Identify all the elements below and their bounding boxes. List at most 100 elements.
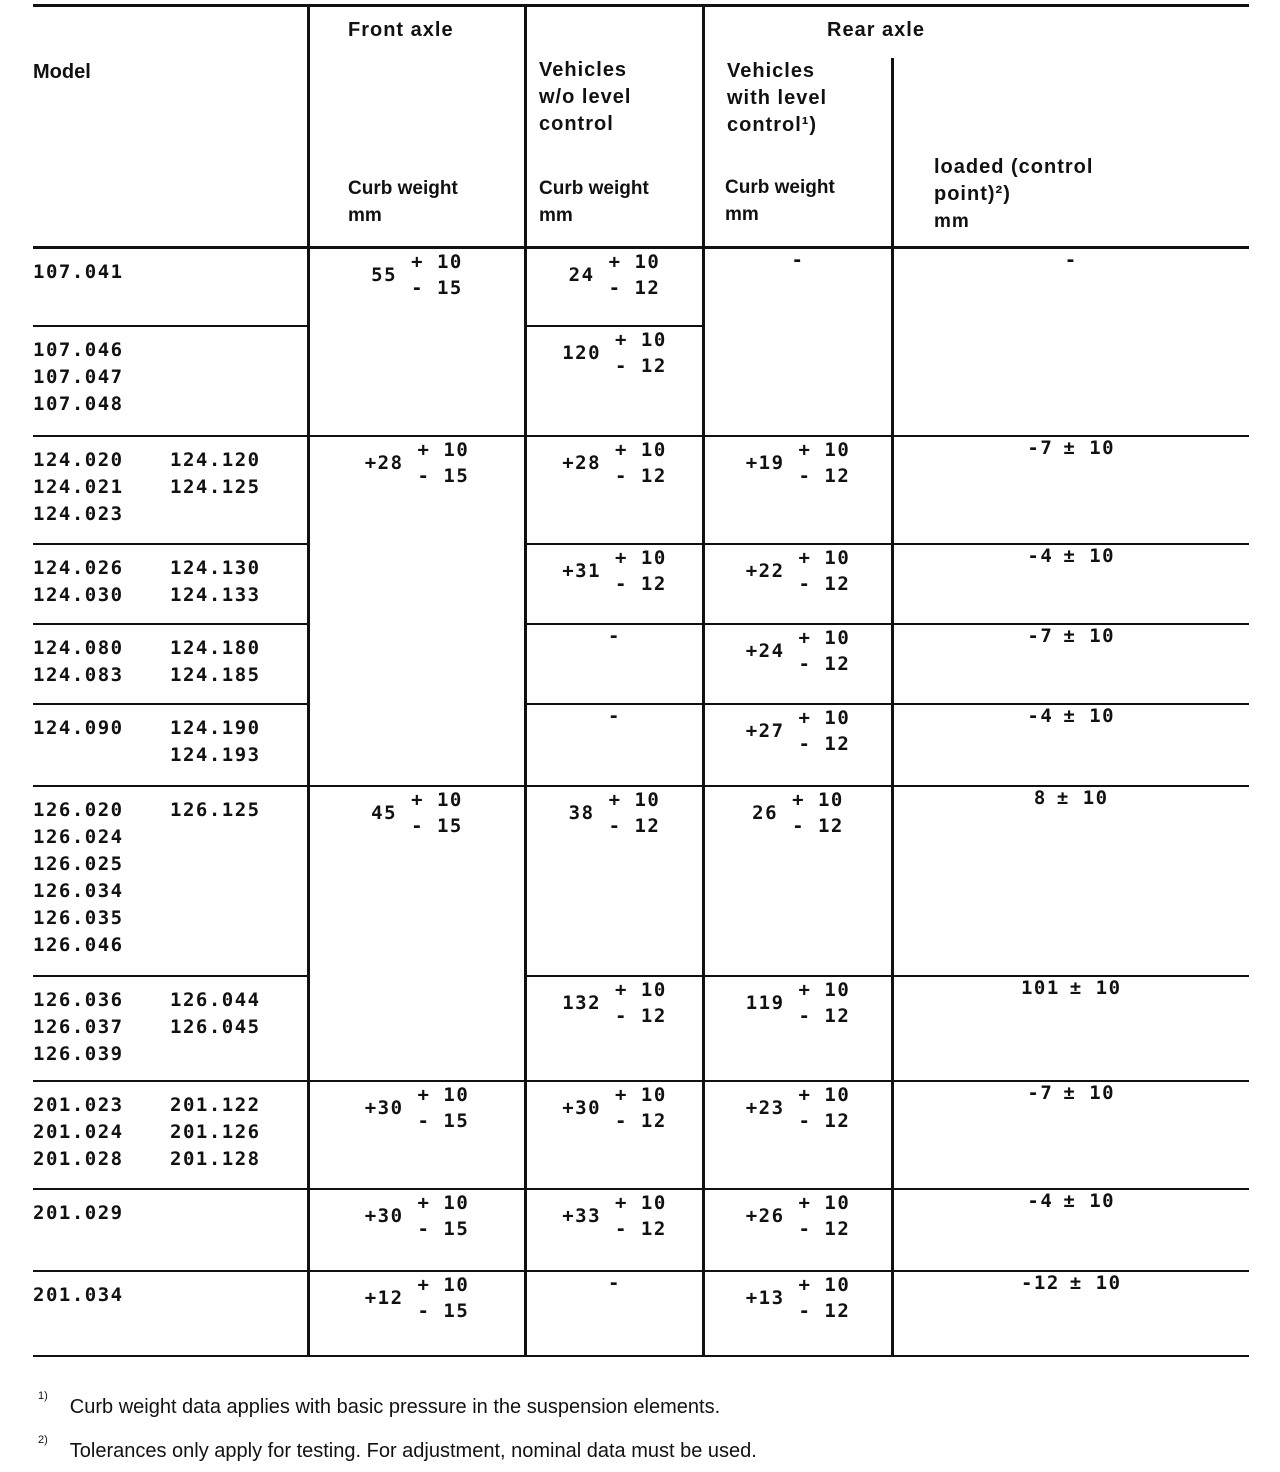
with-cell: 119 + 10 - 12 [703, 975, 894, 1082]
front-cell-nominal: 55 [371, 264, 398, 286]
tolerance-plus: + 10 [615, 438, 667, 461]
model-number: 124.030 [33, 583, 124, 606]
wo-cell: 120 + 10 - 12 [525, 325, 705, 437]
tolerance-plus-minus: ± 10 [1063, 1189, 1116, 1212]
cell-value: 101 ± 10 [894, 977, 1249, 999]
tolerance-plus: + 10 [417, 1083, 470, 1106]
front-cell: +30 + 10 - 15 [308, 1080, 527, 1190]
model-list: 107.041 [33, 249, 307, 286]
tolerance-plus: + 10 [798, 1273, 851, 1296]
header-with-level: Vehicles with level control¹) Curb weigh… [703, 57, 894, 249]
wo-cell: - [525, 623, 705, 705]
tolerance: + 10 - 15 [411, 787, 463, 839]
with-cell: - [703, 247, 894, 437]
tolerance-plus: + 10 [411, 251, 463, 273]
with-cell: +26 + 10 - 12 [703, 1188, 894, 1272]
with-cell: +22 + 10 - 12 [703, 543, 894, 625]
loaded-cell: -7 ± 10 [892, 435, 1249, 545]
front-cell-nominal: +30 [364, 1204, 404, 1227]
cell-value: - [527, 1272, 702, 1294]
with-cell-nominal: +27 [745, 719, 785, 742]
model-heading: Model [33, 61, 91, 83]
tolerance: + 10 - 12 [609, 787, 661, 839]
wo-cell: 24 + 10 - 12 [525, 247, 705, 327]
model-column: 126.125 [170, 797, 307, 959]
model-number: 126.037 [33, 1015, 124, 1038]
model-cell: 126.020 126.024 126.025 126.034 126.035 126.0… [33, 785, 310, 977]
table-row: 201.023 201.024 201.028 201.122 201.126 201.1… [33, 1080, 1249, 1190]
model-list: 124.020 124.021 124.023 124.120 124.125 [33, 437, 307, 528]
tolerance-plus: + 10 [417, 1191, 470, 1214]
model-number: 201.122 [170, 1093, 261, 1116]
cell-value: 8 ± 10 [894, 787, 1249, 809]
model-number: 124.120 [170, 448, 261, 471]
front-cell-nominal: 45 [371, 801, 398, 824]
tolerance: + 10 - 15 [418, 1082, 470, 1134]
model-cell: 124.020 124.021 124.023 124.120 124.125 [33, 435, 310, 545]
model-number: 124.125 [170, 475, 261, 498]
cell-value: +30 + 10 - 15 [310, 1190, 524, 1242]
loaded-cell: -4 ± 10 [892, 1188, 1249, 1272]
table-row: 126.020 126.024 126.025 126.034 126.035 126.0… [33, 785, 1249, 1082]
tolerance-minus: - 15 [411, 814, 463, 837]
model-number: 124.090 [33, 716, 124, 739]
wo-cell: - [525, 1270, 705, 1357]
tolerance: + 10 - 12 [615, 1082, 667, 1134]
loaded-cell: - [892, 247, 1249, 437]
model-column: 124.130 124.133 [170, 555, 307, 609]
tolerance-minus: - 12 [615, 572, 667, 595]
loaded-cell-nominal: 8 [1033, 786, 1047, 809]
loaded-cell-nominal: 101 [1020, 976, 1060, 999]
loaded-cell: -12 ± 10 [892, 1270, 1249, 1357]
footnote-mark: 2) [38, 1434, 48, 1447]
rear-axle-heading: Rear axle [827, 19, 925, 41]
cell-value: +28 + 10 - 15 [310, 437, 524, 489]
front-cell: +28 + 10 - 15 [308, 435, 527, 787]
with-title-line: Vehicles [727, 59, 816, 82]
with-cell: 26 + 10 - 12 [703, 785, 894, 977]
model-number: 107.047 [33, 365, 124, 388]
with-sub-label: Curb weight [725, 176, 835, 198]
loaded-unit: mm [934, 210, 970, 232]
cell-value: 120 + 10 - 12 [527, 327, 702, 379]
model-number: 124.080 [33, 636, 124, 659]
tolerance-minus: - 12 [798, 1109, 851, 1132]
table-row: 107.046 107.047 107.048 120 + 10 - 12 [33, 325, 1249, 437]
with-cell-nominal: +23 [745, 1096, 785, 1119]
model-column: 124.190 124.193 [170, 715, 307, 769]
model-number: 107.041 [33, 261, 124, 283]
cell-value: -7 ± 10 [894, 1082, 1249, 1104]
model-number: 201.034 [33, 1283, 124, 1306]
tolerance-minus: - 12 [798, 652, 851, 675]
tolerance: + 10 - 12 [615, 437, 667, 489]
model-column [170, 1200, 307, 1227]
cell-value: -12 ± 10 [894, 1272, 1249, 1294]
model-number: 126.045 [170, 1015, 261, 1038]
model-cell: 201.034 [33, 1270, 310, 1357]
tolerance: + 10 - 12 [615, 545, 667, 597]
tolerance-plus: + 10 [615, 978, 667, 1001]
tolerance-minus: - 12 [608, 814, 661, 837]
tolerance: + 10 - 15 [418, 437, 470, 489]
tolerance: + 10 - 15 [411, 249, 463, 301]
model-list: 201.023 201.024 201.028 201.122 201.126 201.1… [33, 1082, 307, 1173]
tolerance-minus: - 12 [798, 1217, 851, 1240]
tolerance-plus: + 10 [798, 626, 851, 649]
model-number: 124.026 [33, 556, 124, 579]
tolerance-minus: - 15 [417, 1109, 470, 1132]
tolerance-plus: + 10 [798, 438, 851, 461]
model-number: 124.083 [33, 663, 124, 686]
wo-cell: +30 + 10 - 12 [525, 1080, 705, 1190]
with-cell-nominal: - [791, 249, 805, 271]
wo-cell-nominal: 120 [562, 341, 602, 364]
tolerance-minus: - 12 [792, 814, 844, 837]
front-cell-nominal: +12 [364, 1286, 404, 1309]
model-number: 201.024 [33, 1120, 124, 1143]
cell-value: -4 ± 10 [894, 545, 1249, 567]
model-number: 126.044 [170, 988, 261, 1011]
tolerance-plus-minus: ± 10 [1063, 624, 1116, 647]
tolerance-minus: - 12 [615, 1217, 667, 1240]
model-list: 126.020 126.024 126.025 126.034 126.035 126.0… [33, 787, 307, 959]
tolerance-plus-minus: ± 10 [1063, 544, 1116, 567]
header-rear-axle: Rear axle [703, 4, 1249, 58]
